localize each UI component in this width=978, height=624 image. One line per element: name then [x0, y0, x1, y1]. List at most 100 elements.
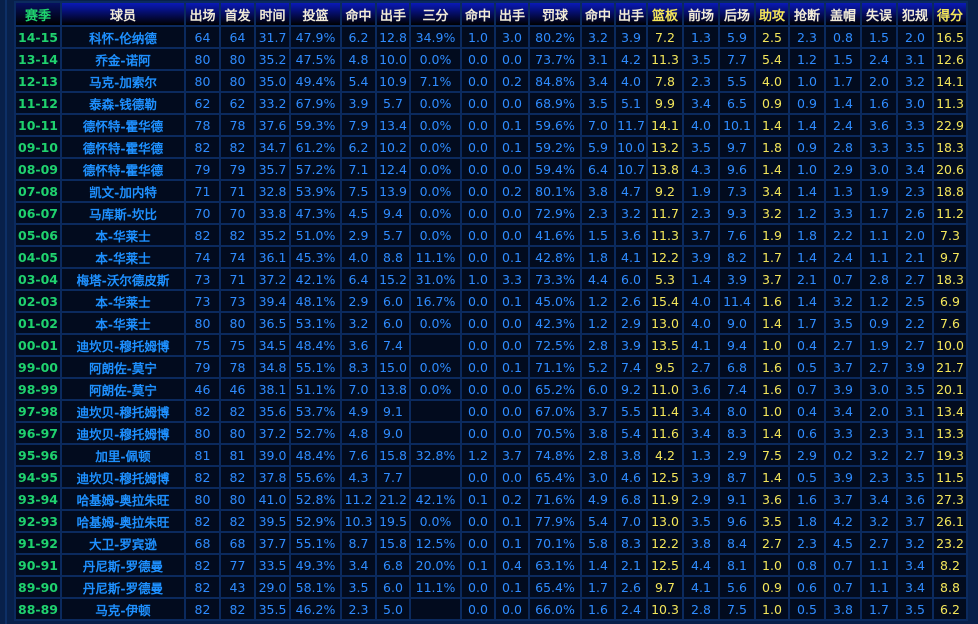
player-link[interactable]: 马克-加索尔	[62, 71, 184, 91]
player-link[interactable]: 本-华莱士	[62, 225, 184, 245]
column-header[interactable]: 命中	[462, 3, 494, 25]
column-header[interactable]: 三分	[411, 3, 460, 25]
player-link[interactable]: 大卫-罗宾逊	[62, 533, 184, 553]
column-header[interactable]: 罚球	[530, 3, 580, 25]
column-header[interactable]: 前场	[684, 3, 718, 25]
stat-cell: 8.7	[720, 467, 754, 487]
stat-cell: 8.2	[720, 247, 754, 267]
player-link[interactable]: 本-华莱士	[62, 247, 184, 267]
stat-cell: 3.8	[616, 445, 646, 465]
player-link[interactable]: 哈基姆-奥拉朱旺	[62, 511, 184, 531]
player-link[interactable]: 德怀特-霍华德	[62, 115, 184, 135]
column-header[interactable]: 出手	[616, 3, 646, 25]
stat-cell: 15.2	[377, 269, 409, 289]
stat-cell: 11.2	[934, 203, 966, 223]
column-header[interactable]: 时间	[256, 3, 289, 25]
stat-cell: 1.6	[862, 93, 896, 113]
stat-cell: 11.4	[648, 401, 682, 421]
stat-cell: 1.2	[582, 291, 614, 311]
stat-cell: 1.8	[790, 511, 824, 531]
stat-cell: 3.8	[684, 533, 718, 553]
stat-cell: 8.1	[720, 555, 754, 575]
stat-cell: 13.9	[377, 181, 409, 201]
stat-cell: 1.5	[862, 27, 896, 47]
stat-cell: 55.6%	[291, 467, 340, 487]
column-header[interactable]: 篮板	[648, 3, 682, 25]
player-link[interactable]: 丹尼斯-罗德曼	[62, 555, 184, 575]
stat-cell: 37.7	[256, 533, 289, 553]
stat-cell: 65.2%	[530, 379, 580, 399]
column-header[interactable]: 失误	[862, 3, 896, 25]
column-header[interactable]: 投篮	[291, 3, 340, 25]
column-header[interactable]: 赛季	[16, 3, 60, 25]
stat-cell: 6.8	[720, 357, 754, 377]
player-link[interactable]: 凯文-加内特	[62, 181, 184, 201]
stat-cell: 0.2	[496, 71, 528, 91]
stat-cell: 82	[186, 137, 219, 157]
stat-cell: 7.1	[342, 159, 375, 179]
player-link[interactable]: 马库斯-坎比	[62, 203, 184, 223]
player-link[interactable]: 迪坎贝-穆托姆博	[62, 467, 184, 487]
column-header[interactable]: 出场	[186, 3, 219, 25]
stat-cell: 7.1%	[411, 71, 460, 91]
player-link[interactable]: 德怀特-霍华德	[62, 137, 184, 157]
player-link[interactable]: 迪坎贝-穆托姆博	[62, 335, 184, 355]
stat-cell: 4.1	[684, 577, 718, 597]
stat-cell: 7.2	[648, 27, 682, 47]
stat-cell: 10.0	[616, 137, 646, 157]
stat-cell: 68.9%	[530, 93, 580, 113]
stat-cell: 1.4	[790, 181, 824, 201]
player-link[interactable]: 哈基姆-奥拉朱旺	[62, 489, 184, 509]
stat-cell: 9.7	[720, 137, 754, 157]
stat-cell: 5.4	[342, 71, 375, 91]
player-link[interactable]: 迪坎贝-穆托姆博	[62, 423, 184, 443]
stat-cell: 73.7%	[530, 49, 580, 69]
player-link[interactable]: 泰森-钱德勒	[62, 93, 184, 113]
player-link[interactable]: 本-华莱士	[62, 291, 184, 311]
column-header[interactable]: 命中	[582, 3, 614, 25]
player-link[interactable]: 马克-伊顿	[62, 599, 184, 619]
stat-cell: 80.2%	[530, 27, 580, 47]
stat-cell: 4.0	[684, 115, 718, 135]
column-header[interactable]: 出手	[496, 3, 528, 25]
stat-cell: 11.3	[648, 49, 682, 69]
stat-cell: 6.5	[720, 93, 754, 113]
stat-cell: 4.2	[616, 49, 646, 69]
column-header[interactable]: 犯规	[898, 3, 932, 25]
stat-cell: 0.0	[462, 511, 494, 531]
column-header[interactable]: 命中	[342, 3, 375, 25]
stat-cell: 82	[186, 555, 219, 575]
stat-cell: 78	[221, 115, 254, 135]
stat-cell: 3.1	[898, 401, 932, 421]
player-link[interactable]: 本-华莱士	[62, 313, 184, 333]
player-link[interactable]: 丹尼斯-罗德曼	[62, 577, 184, 597]
stat-cell: 3.7	[826, 489, 860, 509]
column-header[interactable]: 球员	[62, 3, 184, 25]
stat-cell: 7.0	[582, 115, 614, 135]
player-link[interactable]: 科怀-伦纳德	[62, 27, 184, 47]
stat-cell: 5.4	[582, 511, 614, 531]
column-header[interactable]: 首发	[221, 3, 254, 25]
column-header[interactable]: 盖帽	[826, 3, 860, 25]
player-link[interactable]: 阿朗佐-莫宁	[62, 357, 184, 377]
column-header[interactable]: 出手	[377, 3, 409, 25]
stat-cell: 13.8	[377, 379, 409, 399]
table-row: 97-98 迪坎贝-穆托姆博 82 82 35.6 53.7% 4.9 9.1 0.0 0.0 67…	[16, 401, 966, 421]
player-link[interactable]: 乔金-诺阿	[62, 49, 184, 69]
player-link[interactable]: 梅塔-沃尔德皮斯	[62, 269, 184, 289]
player-link[interactable]: 德怀特-霍华德	[62, 159, 184, 179]
player-link[interactable]: 阿朗佐-莫宁	[62, 379, 184, 399]
player-link[interactable]: 加里-佩顿	[62, 445, 184, 465]
stat-cell: 0.0%	[411, 379, 460, 399]
column-header[interactable]: 助攻	[756, 3, 788, 25]
column-header[interactable]: 后场	[720, 3, 754, 25]
stat-cell: 36.1	[256, 247, 289, 267]
column-header[interactable]: 得分	[934, 3, 966, 25]
player-link[interactable]: 迪坎贝-穆托姆博	[62, 401, 184, 421]
stat-cell: 3.7	[826, 357, 860, 377]
stat-cell: 3.4	[898, 577, 932, 597]
stat-cell	[411, 467, 460, 487]
stat-cell: 2.9	[720, 445, 754, 465]
column-header[interactable]: 抢断	[790, 3, 824, 25]
stat-cell: 8.7	[342, 533, 375, 553]
